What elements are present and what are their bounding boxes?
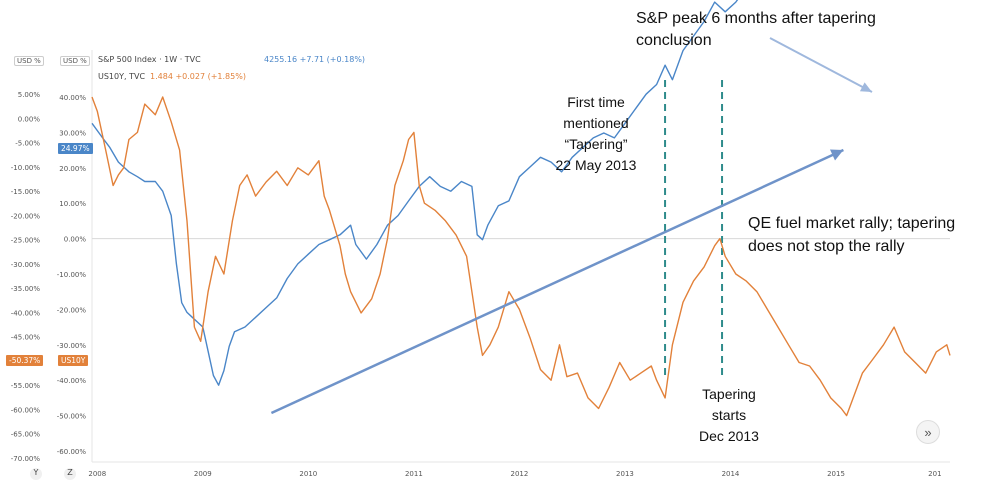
us10y-right-badge: US10Y [58,355,89,366]
x-axis-tick-label: 2014 [722,470,740,478]
left-axis-tick-label: -70.00% [11,455,41,463]
trend-arrow-line [270,148,844,415]
left-axis-tick-label: 0.00% [18,115,41,123]
x-axis-tick-label: 2013 [616,470,634,478]
annotation-peak-line-2: conclusion [636,32,712,49]
x-axis-tick-label: 2009 [194,470,212,478]
y-axis-button[interactable]: Y [30,468,42,480]
x-axis-tick-label: 2015 [827,470,845,478]
left-axis-unit-tag[interactable]: USD % [14,56,44,66]
us10y-left-value-badge: -50.37% [6,355,44,366]
annotation-tapering-line-2: starts [711,407,747,423]
left-axis-tick-label: -55.00% [11,382,41,390]
right-axis-tick-label: -20.00% [57,306,87,314]
right-axis-tick-label: -10.00% [57,271,87,279]
right-axis-tick-label: 10.00% [59,200,86,208]
right-axis-tick-label: -30.00% [57,342,87,350]
left-axis-tick-label: -30.00% [11,261,41,269]
left-axis-tick-label: -15.00% [11,188,41,196]
spx-series-line [91,0,739,386]
annotation-first-mention-line-2: mentioned [563,115,629,131]
annotation-first-mention-line-4: 22 May 2013 [555,157,637,173]
x-axis-tick-label: 2011 [405,470,423,478]
annotation-tapering-starts: Tapering starts Dec 2013 [684,384,774,447]
right-axis-tick-label: 0.00% [64,236,87,244]
left-axis-tick-label: 5.00% [18,91,41,99]
peak-pointer-line [769,37,873,93]
right-axis-tick-label: 30.00% [59,129,86,137]
annotation-first-mention-line-1: First time [567,94,625,110]
us10y-legend-title: US10Y, TVC [98,72,146,81]
left-axis-tick-label: -45.00% [11,334,41,342]
left-axis-tick-label: -60.00% [11,406,41,414]
peak-pointer-head [859,82,872,92]
annotation-tapering-line-3: Dec 2013 [699,428,759,444]
right-axis-tick-label: 40.00% [59,94,86,102]
left-axis-tick-label: -35.00% [11,285,41,293]
annotation-first-mention-line-3: “Tapering” [564,136,628,152]
annotation-first-mention: First time mentioned “Tapering” 22 May 2… [540,92,652,176]
right-axis-tick-label: -50.00% [57,413,87,421]
z-axis-button[interactable]: Z [64,468,76,480]
annotation-qe-line-1: QE fuel market rally; tapering [748,215,956,232]
scroll-to-latest-icon[interactable]: » [916,420,940,444]
x-axis-tick-label: 2008 [88,470,106,478]
spx-legend-title: S&P 500 Index · 1W · TVC [98,55,201,64]
annotation-qe: QE fuel market rally; tapering does not … [748,212,955,258]
annotation-peak-line-1: S&P peak 6 months after tapering [636,10,876,27]
right-axis-tick-label: -60.00% [57,448,87,456]
right-axis-tick-label: -40.00% [57,377,87,385]
x-axis-tick-label: 201 [928,470,941,478]
right-axis-tick-label: 20.00% [59,165,86,173]
left-axis-tick-label: -5.00% [15,140,40,148]
trend-arrow-head [830,149,844,161]
x-axis-tick-label: 2012 [511,470,529,478]
left-axis-tick-label: -20.00% [11,212,41,220]
annotation-qe-line-2: does not stop the rally [748,238,905,255]
spx-legend-value: 4255.16 +7.71 (+0.18%) [264,55,366,64]
left-axis-tick-label: -65.00% [11,431,41,439]
left-axis-tick-label: -10.00% [11,164,41,172]
x-axis-tick-label: 2010 [299,470,317,478]
left-axis-tick-label: -25.00% [11,237,41,245]
us10y-legend-value: 1.484 +0.027 (+1.85%) [150,72,246,81]
us10y-series-line [91,96,951,417]
right-axis-unit-tag[interactable]: USD % [60,56,90,66]
left-axis-tick-label: -40.00% [11,309,41,317]
annotation-tapering-line-1: Tapering [702,386,756,402]
spx-last-value-badge: 24.97% [58,143,93,154]
annotation-peak: S&P peak 6 months after tapering conclus… [636,8,876,52]
